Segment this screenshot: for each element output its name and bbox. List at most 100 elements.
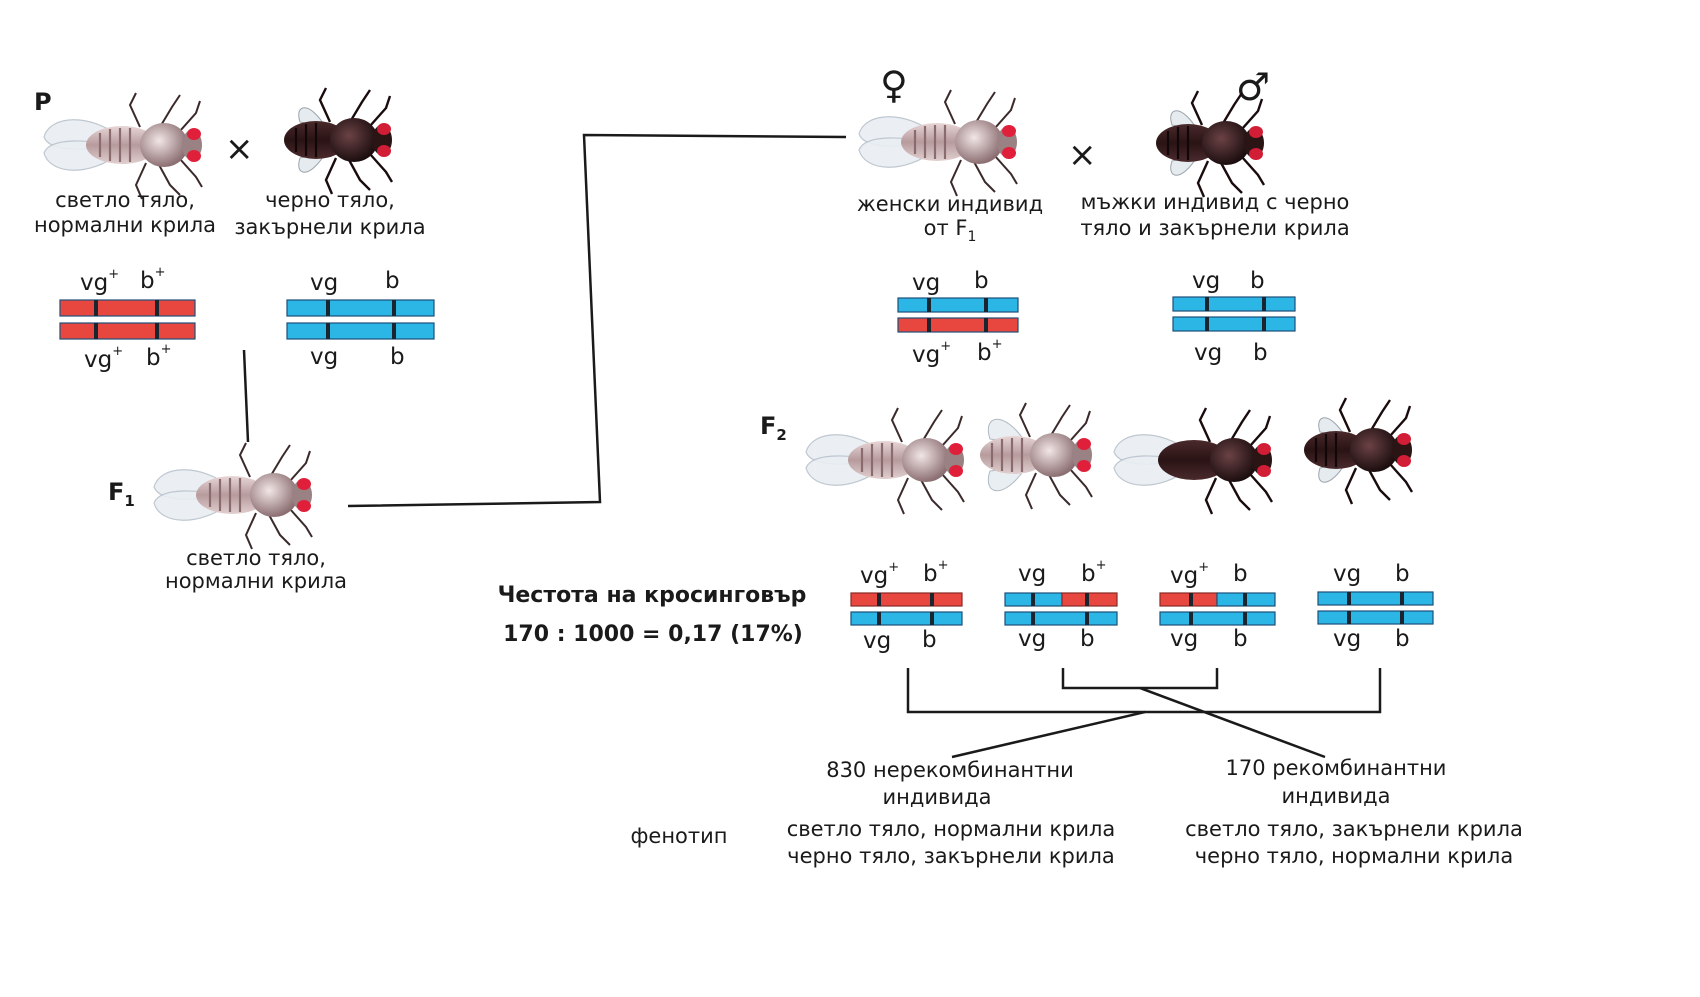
p-fly-dark-vestigial [282,86,394,196]
chromosome-blue [1172,316,1296,332]
band-vg [877,612,881,625]
gene-vg: vg [1018,561,1046,587]
band-b [984,318,988,332]
gene-vg: vg [1018,626,1046,652]
f1-caption-2: нормални крила [165,569,347,593]
crossover-formula: 170 : 1000 = 0,17 (17%) [503,622,803,647]
band-b [1400,611,1404,624]
phenotype-label: фенотип [630,824,727,848]
f1-fly [152,441,314,551]
nonrecombinant-pointer [951,710,1146,759]
gene-vg: vg [1194,340,1222,366]
chromosome-red-segment [1061,592,1118,607]
p-right-caption-2: закърнели крила [234,215,425,239]
p-left-caption-2: нормални крила [34,213,216,237]
band-vg [94,323,98,339]
band-vg [1205,297,1209,311]
grouping-brackets [906,668,1382,759]
gene-vg: vg [1170,626,1198,652]
p-label: P [34,88,52,116]
band-vg [1031,612,1035,625]
phenotype-nonrecomb-1: светло тяло, нормални крила [787,817,1116,841]
f1-to-testcross-line [347,133,847,508]
gene-vg: vg [863,628,891,654]
recombinant-bracket [1061,668,1219,690]
band-vg [1205,317,1209,331]
band-b [155,300,159,316]
gene-b: b [1233,626,1248,652]
female-genotype: vg b vg+ b+ [897,268,1019,368]
band-b [1085,593,1089,606]
f2-fly-light-normal [804,406,966,516]
band-vg [927,318,931,332]
recombinant-pointer [1139,686,1326,759]
chromosome-blue [897,297,1019,313]
band-b [1400,592,1404,605]
gene-b: b [1395,561,1410,587]
band-b [984,298,988,312]
chromosome-blue [286,322,435,340]
f2-genotype-1: vg+ b+ vg b [850,558,963,654]
band-vg [1031,593,1035,606]
male-symbol: ♂ [1236,65,1270,109]
band-b [930,593,934,606]
gene-vg: vg [310,270,338,296]
band-b [1262,317,1266,331]
recombinant-count: 170 рекомбинантни [1226,756,1447,780]
p-right-genotype: vg b vg b [286,268,435,370]
male-genotype: vg b vg b [1172,268,1296,366]
gene-b: b [922,627,937,653]
p-to-f1-line [242,349,250,443]
chromosome-blue [850,611,963,626]
band-vg [326,300,330,316]
band-b [930,612,934,625]
female-symbol: ♀ [880,63,908,107]
phenotype-nonrecomb-2: черно тяло, закърнели крила [787,844,1115,868]
gene-vg: vg [912,270,940,296]
gene-vg-plus: vg+ [80,267,119,296]
p-cross-symbol: × [225,129,254,169]
gene-vg: vg [1192,268,1220,294]
chromosome-blue [286,299,435,317]
gene-vg: vg [1333,561,1361,587]
f2-genotype-3: vg+ b vg b [1159,560,1276,652]
f2-fly-dark-normal [1112,406,1274,516]
gene-b-plus: b+ [923,558,949,587]
band-vg [326,323,330,339]
chromosome-blue [1172,296,1296,312]
p-left-genotype: vg+ b+ vg+ b+ [59,265,196,373]
gene-b-plus: b+ [140,265,166,294]
gene-b: b [1395,626,1410,652]
male-caption-2: тяло и закърнели крила [1080,216,1349,240]
f2-genotype-4: vg b vg b [1317,561,1434,652]
gene-b: b [974,268,989,294]
band-b [1243,593,1247,606]
band-vg [877,593,881,606]
gene-b: b [1250,268,1265,294]
band-vg [1347,611,1351,624]
gene-vg-plus: vg+ [860,560,899,589]
male-caption-1: мъжки индивид с черно [1081,190,1350,214]
female-caption-2: от F1 [924,216,977,245]
gene-b: b [1253,340,1268,366]
gene-vg-plus: vg+ [1170,560,1209,589]
gene-b-plus: b+ [977,337,1003,366]
gene-b: b [390,344,405,370]
f2-fly-light-vestigial [978,401,1094,511]
p-fly-light-normal [42,91,204,201]
p-right-caption-1: черно тяло, [265,188,395,212]
band-b [1085,612,1089,625]
band-b [392,323,396,339]
chromosome-red-segment [1159,592,1218,607]
band-vg [1189,612,1193,625]
gene-vg-plus: vg+ [912,339,951,368]
chromosome-blue [1004,611,1118,626]
f1-caption-1: светло тяло, [186,546,326,570]
nonrecombinant-count: 830 нерекомбинантни [826,758,1074,782]
band-b [1243,612,1247,625]
gene-vg-plus: vg+ [84,344,123,373]
f1-label: F1 [108,478,135,510]
gene-b-plus: b+ [1081,558,1107,587]
recombinant-label: индивида [1282,784,1391,808]
chromosome-red [850,592,963,607]
